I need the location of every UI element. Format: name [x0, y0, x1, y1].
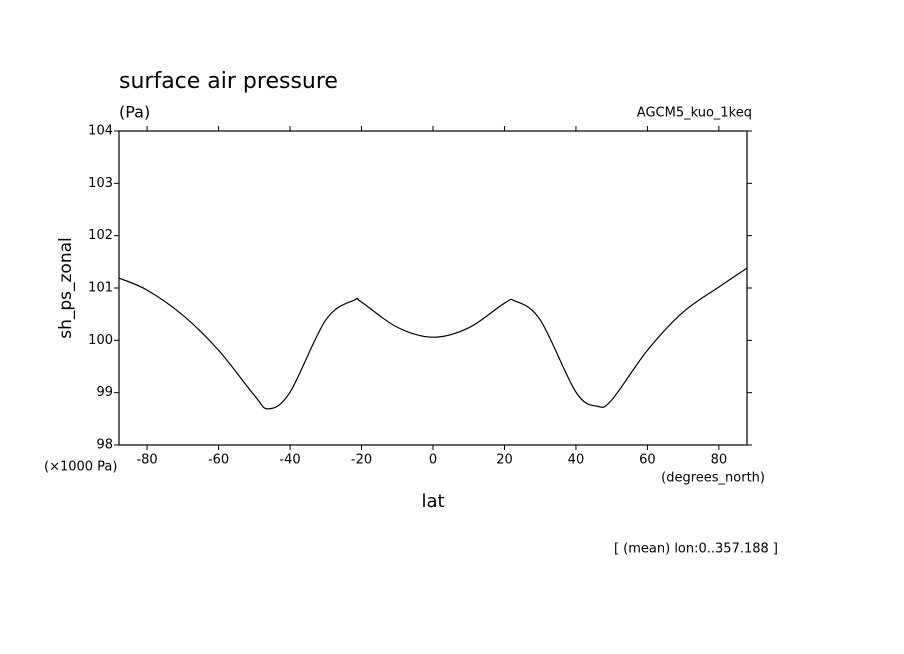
- y-tick-label: 99: [96, 385, 113, 400]
- x-tick-label: 80: [711, 453, 728, 468]
- x-tick-label: 40: [568, 453, 585, 468]
- y-axis-unit: (×1000 Pa): [44, 460, 117, 475]
- annotation: AGCM5_kuo_1keq: [637, 106, 752, 121]
- y-tick-label: 100: [88, 333, 113, 348]
- x-axis-label: lat: [421, 491, 444, 512]
- data-line: [118, 267, 748, 410]
- x-tick-label: -60: [208, 453, 229, 468]
- chart-title: surface air pressure: [119, 69, 338, 94]
- x-tick-label: -20: [351, 453, 372, 468]
- y-tick-label: 101: [88, 281, 113, 296]
- subtitle: (Pa): [119, 103, 150, 122]
- x-tick-label: -80: [136, 453, 157, 468]
- x-tick-label: -40: [279, 453, 300, 468]
- x-tick-label: 0: [429, 453, 437, 468]
- x-axis-unit: (degrees_north): [661, 471, 765, 486]
- y-tick-label: 102: [88, 228, 113, 243]
- footnote: [ (mean) lon:0..357.188 ]: [614, 542, 778, 557]
- x-tick-label: 60: [639, 453, 656, 468]
- y-axis-label: sh_ps_zonal: [56, 237, 76, 339]
- y-tick-label: 98: [96, 438, 113, 453]
- y-tick-label: 103: [88, 176, 113, 191]
- y-tick-label: 104: [88, 124, 113, 139]
- x-tick-label: 20: [496, 453, 513, 468]
